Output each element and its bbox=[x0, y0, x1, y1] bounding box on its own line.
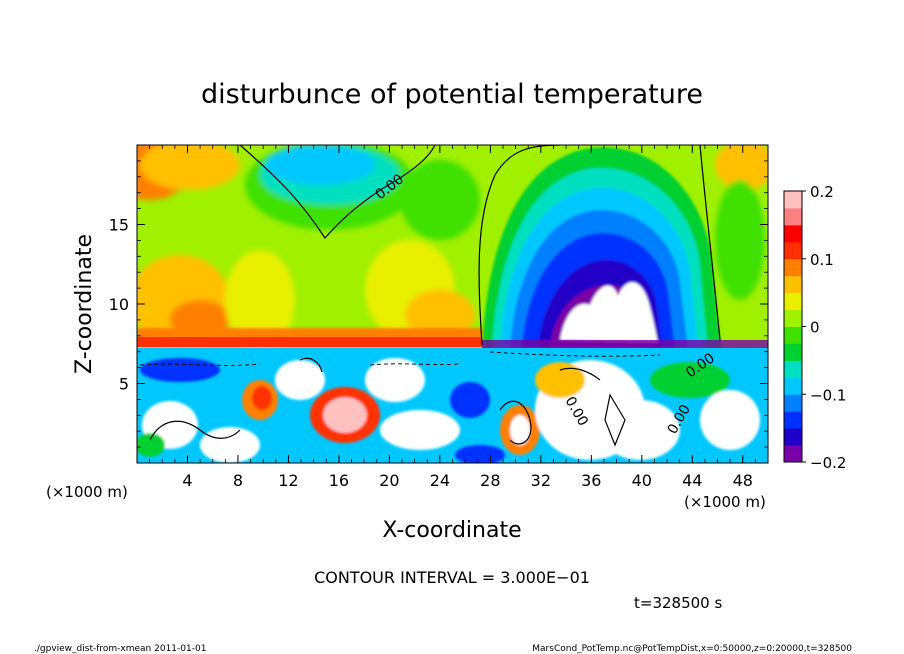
colorbar-tick-label: 0.2 bbox=[810, 183, 834, 201]
colorbar-tick-label: 0.1 bbox=[810, 251, 834, 269]
contour-lines bbox=[149, 145, 721, 447]
lower-layer-patterns bbox=[137, 358, 760, 463]
colorbar-swatch bbox=[784, 224, 802, 243]
negative-contours bbox=[139, 351, 661, 366]
heatmap-field bbox=[137, 145, 768, 463]
y-tick-label: 15 bbox=[109, 216, 129, 235]
x-tick-label: 44 bbox=[682, 471, 702, 490]
contour-interval-text: CONTOUR INTERVAL = 3.000E−01 bbox=[314, 568, 590, 587]
colorbar-swatch bbox=[784, 258, 802, 277]
colorbar-tick-label: −0.2 bbox=[810, 454, 846, 472]
colorbar-swatch bbox=[784, 411, 802, 429]
colorbar-tick-label: 0 bbox=[810, 319, 820, 337]
y-tick-label: 10 bbox=[109, 295, 129, 314]
footer-right: MarsCond_PotTemp.nc@PotTempDist,x=0:5000… bbox=[532, 644, 852, 654]
y-axis-label: Z-coordinate bbox=[72, 234, 97, 374]
x-tick-label: 4 bbox=[182, 471, 192, 490]
colorbar-swatch bbox=[784, 394, 802, 412]
colorbar-swatch bbox=[784, 241, 802, 260]
colorbar-swatch bbox=[784, 309, 802, 327]
cold-bubble bbox=[482, 147, 722, 348]
chart-title: disturbunce of potential temperature bbox=[201, 79, 703, 110]
x-tick-label: 48 bbox=[733, 471, 753, 490]
colorbar-swatch bbox=[784, 360, 802, 378]
colorbar-tick-label: −0.1 bbox=[810, 386, 846, 404]
colorbar-swatch bbox=[784, 326, 802, 344]
x-axis-label: X-coordinate bbox=[382, 518, 521, 543]
x-tick-label: 16 bbox=[329, 471, 349, 490]
colorbar-swatch bbox=[784, 377, 802, 395]
colorbar-swatch bbox=[784, 428, 802, 446]
colorbar-swatch bbox=[784, 343, 802, 361]
colorbar-swatch bbox=[784, 445, 802, 463]
x-unit-label-left: (×1000 m) bbox=[46, 483, 128, 501]
colorbar-swatch bbox=[784, 207, 802, 226]
x-tick-label: 20 bbox=[379, 471, 399, 490]
x-tick-label: 32 bbox=[531, 471, 551, 490]
y-tick-label: 5 bbox=[119, 375, 129, 394]
time-text: t=328500 s bbox=[634, 594, 722, 612]
upper-layer-patterns bbox=[137, 145, 768, 350]
x-tick-label: 12 bbox=[278, 471, 298, 490]
y-axis: 5 10 15 bbox=[109, 160, 768, 448]
footer-left: ./gpview_dist-from-xmean 2011-01-01 bbox=[34, 644, 206, 654]
x-axis: 4 8 12 16 20 24 28 32 36 40 44 48 bbox=[149, 145, 756, 490]
x-tick-label: 40 bbox=[632, 471, 652, 490]
colorbar-swatch bbox=[784, 292, 802, 311]
x-unit-label-right: (×1000 m) bbox=[684, 493, 766, 511]
colorbar bbox=[784, 191, 802, 463]
x-tick-label: 24 bbox=[430, 471, 450, 490]
colorbar-ticks: 0.2 0.1 0 −0.1 −0.2 bbox=[802, 183, 846, 472]
x-tick-label: 36 bbox=[581, 471, 601, 490]
x-tick-label: 8 bbox=[233, 471, 243, 490]
colorbar-swatch bbox=[784, 275, 802, 294]
x-tick-label: 28 bbox=[480, 471, 500, 490]
colorbar-swatch bbox=[784, 191, 802, 209]
